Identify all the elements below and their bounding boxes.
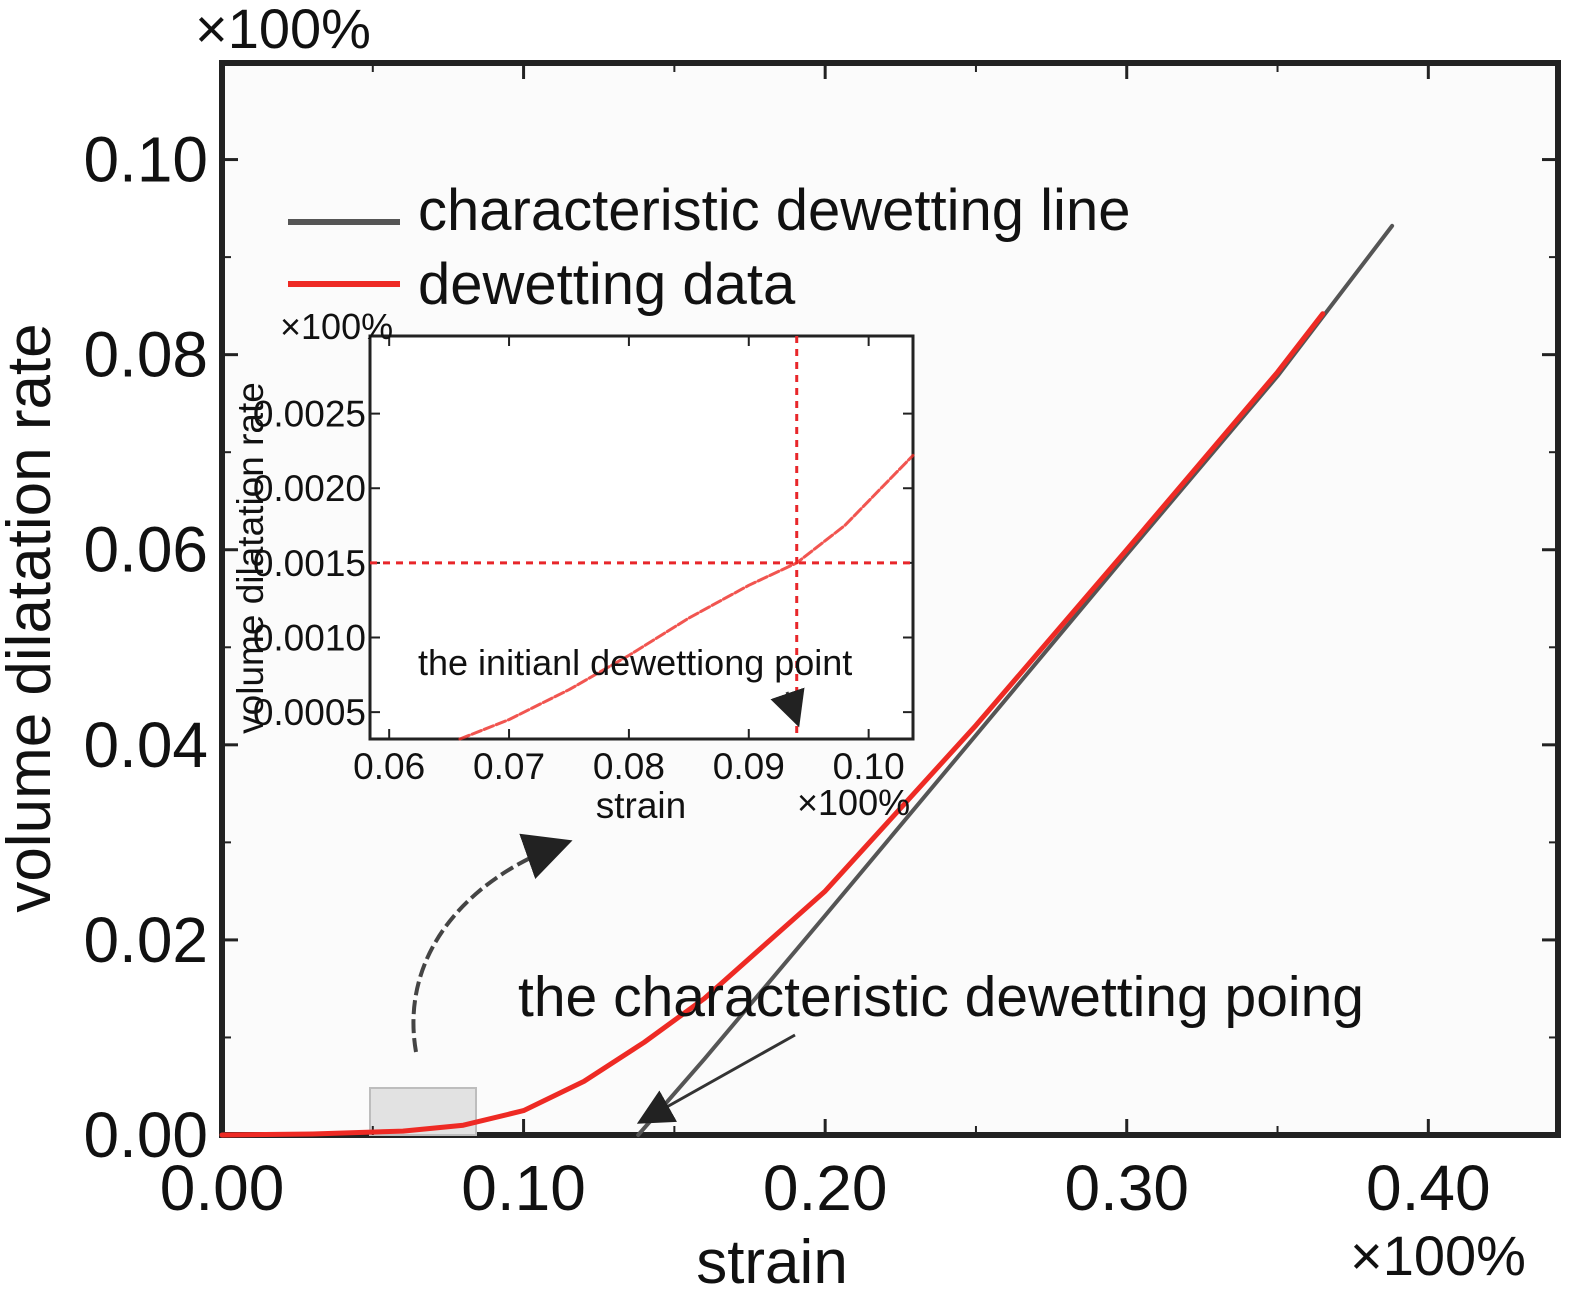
inset-y-axis-label: volume dilatation rate	[230, 382, 271, 734]
inset-annotation-initial-point: the initianl dewettiong point	[418, 642, 852, 683]
inset-annotation-arrow	[770, 687, 805, 728]
inset-x-axis-label: strain	[596, 785, 686, 826]
series-line-dewetting-data	[219, 311, 1326, 1138]
inset-x-tick-label: 0.08	[593, 746, 665, 787]
y-axis-label: volume dilatation rate	[0, 323, 64, 912]
y-multiplier-label: ×100%	[195, 0, 371, 60]
inset-y-tick-label: 0.0025	[253, 394, 366, 435]
annotation-arrow-characteristic-point	[636, 1033, 796, 1124]
y-tick-label: 0.04	[83, 709, 208, 781]
inset-series	[370, 336, 915, 741]
annotation-characteristic-point: the characteristic dewetting poing	[518, 965, 1364, 1029]
y-tick-label: 0.10	[83, 124, 208, 196]
inset-x-tick-label: 0.07	[473, 746, 545, 787]
inset-plot-frame	[368, 334, 915, 741]
inset-y-tick-label: 0.0005	[253, 692, 366, 733]
x-tick-label: 0.10	[461, 1152, 586, 1224]
y-tick-label: 0.06	[83, 514, 208, 586]
inset-x-tick-label: 0.06	[353, 746, 425, 787]
zoom-arrow	[411, 833, 573, 1053]
y-tick-label: 0.00	[83, 1099, 208, 1171]
inset-ticks: 0.06 0.07 0.08 0.09 0.10 0.0005 0.0010 0.0015 0.…	[253, 336, 913, 787]
x-tick-label: 0.00	[160, 1152, 285, 1224]
legend: characteristic dewetting line dewetting …	[288, 178, 1130, 317]
inset-x-multiplier-label: ×100%	[797, 782, 910, 823]
main-series	[219, 223, 1395, 1138]
inset-x-tick-label: 0.09	[713, 746, 785, 787]
inset-chart: 0.06 0.07 0.08 0.09 0.10 0.0005 0.0010 0.0015 0.…	[230, 306, 915, 826]
inset-y-tick-label: 0.0010	[253, 618, 366, 659]
y-tick-label: 0.08	[83, 319, 208, 391]
series-line-characteristic	[636, 223, 1395, 1137]
x-tick-label: 0.20	[763, 1152, 888, 1224]
legend-label-characteristic-line: characteristic dewetting line	[418, 178, 1130, 243]
inset-y-tick-label: 0.0015	[253, 543, 366, 584]
y-tick-label: 0.02	[83, 904, 208, 976]
inset-y-multiplier-label: ×100%	[280, 306, 393, 347]
main-ticks: 0.00 0.10 0.20 0.30 0.40 0.00 0.02 0.04 0.06 0.08…	[83, 63, 1558, 1224]
inset-x-tick-label: 0.10	[833, 746, 905, 787]
x-tick-label: 0.30	[1064, 1152, 1189, 1224]
inset-series-line-dewetting-data	[458, 453, 915, 741]
x-multiplier-label: ×100%	[1350, 1224, 1526, 1287]
legend-label-dewetting-data: dewetting data	[418, 252, 796, 317]
x-axis-label: strain	[696, 1228, 848, 1293]
x-tick-label: 0.40	[1366, 1152, 1491, 1224]
inset-y-tick-label: 0.0020	[253, 468, 366, 509]
